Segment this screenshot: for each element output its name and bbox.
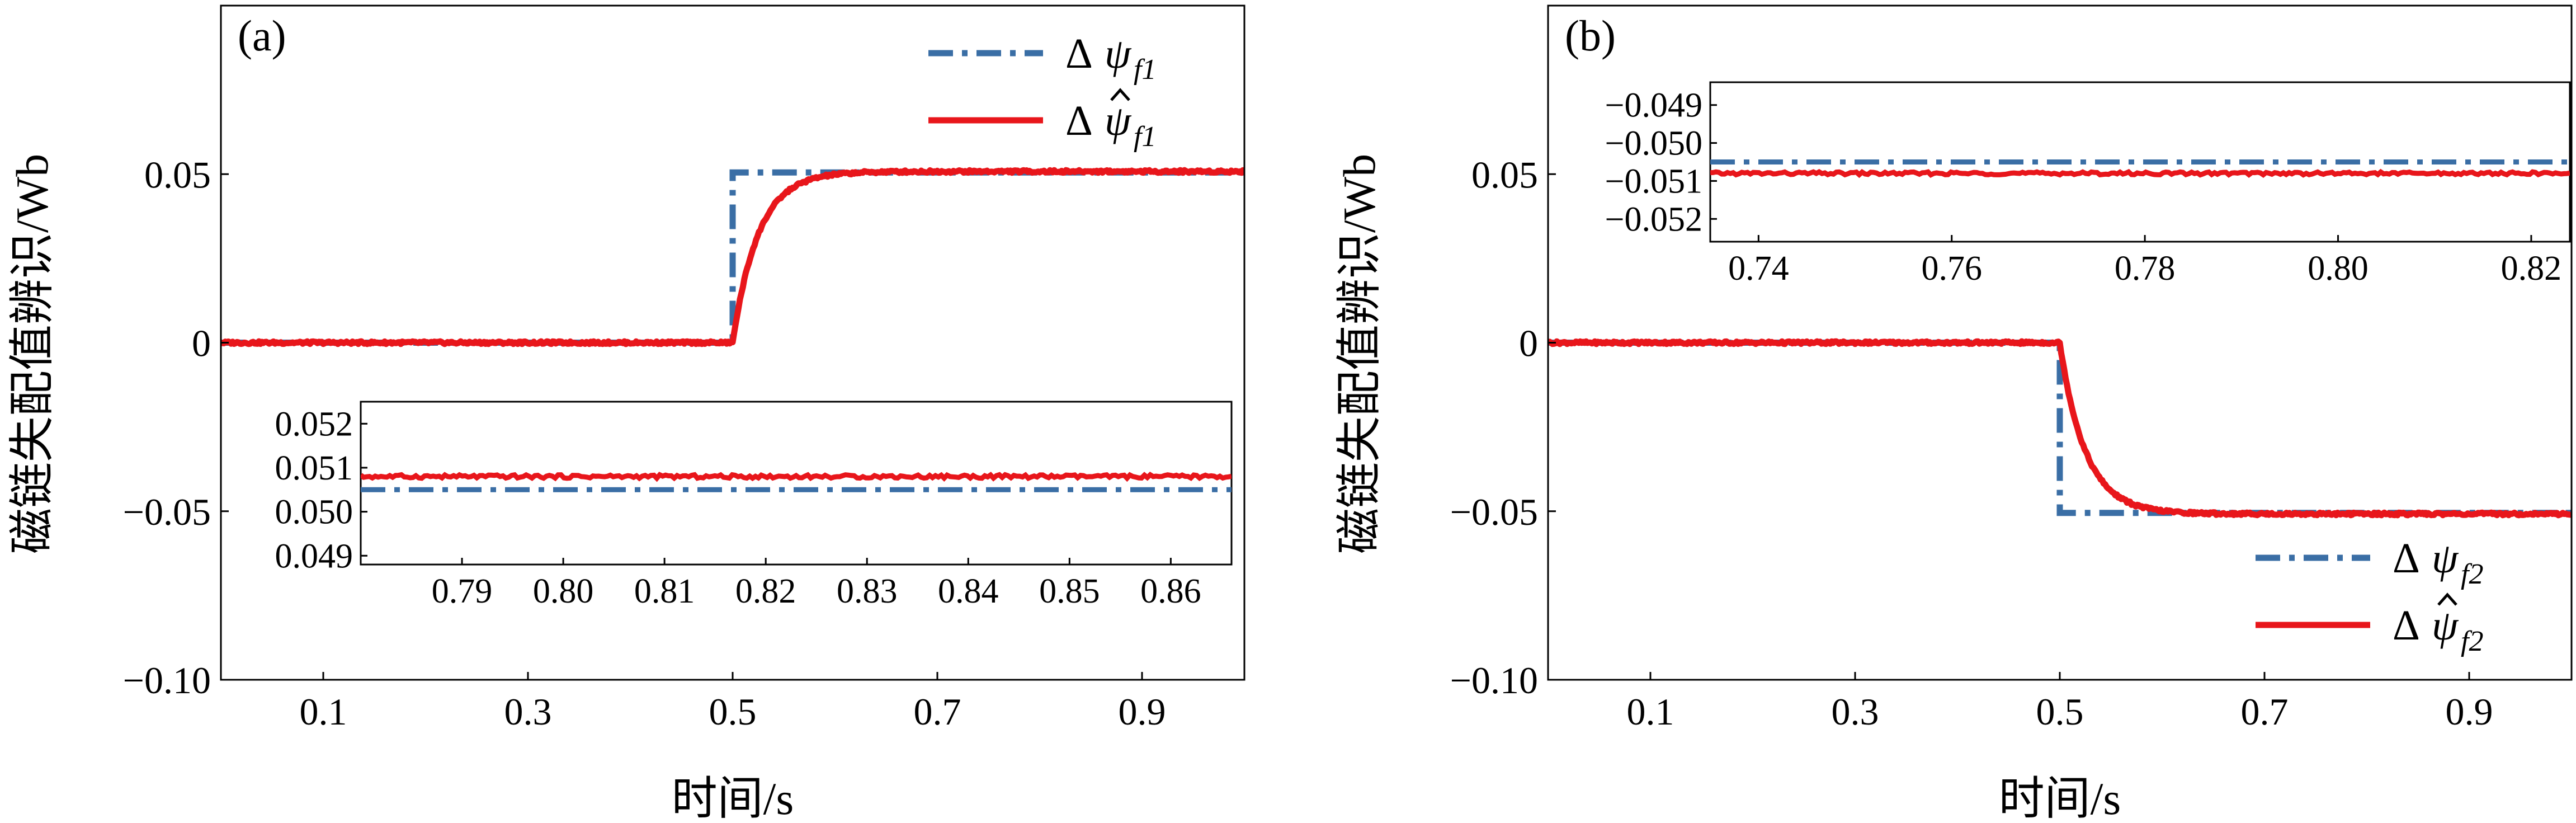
x-tick-label: 0.3 xyxy=(504,690,552,733)
series-line-2 xyxy=(1548,338,2572,519)
inset-series-2 xyxy=(1710,168,2570,178)
x-axis-label: 时间/s xyxy=(1999,773,2121,823)
inset-x-tick-label: 0.80 xyxy=(533,572,594,610)
series-line-2 xyxy=(221,167,1244,347)
x-tick-label: 0.9 xyxy=(1119,690,1166,733)
y-tick-label: 0.05 xyxy=(144,153,211,196)
x-tick-label: 0.9 xyxy=(2446,690,2493,733)
x-tick-label: 0.5 xyxy=(709,690,757,733)
inset-plot xyxy=(1710,159,2570,178)
y-tick-label: 0.05 xyxy=(1471,153,1538,196)
panel-label: (b) xyxy=(1565,11,1616,60)
y-tick-label: 0 xyxy=(192,322,211,365)
legend-symbol: ψ xyxy=(2432,602,2459,649)
inset-plot xyxy=(361,471,1232,492)
legend-subscript: f2 xyxy=(2461,626,2483,657)
x-tick-label: 0.1 xyxy=(1627,690,1674,733)
x-tick-label: 0.5 xyxy=(2036,690,2084,733)
inset-y-tick-label: 0.049 xyxy=(275,537,353,575)
inset-x-tick-label: 0.81 xyxy=(634,572,695,610)
inset-x-tick-label: 0.78 xyxy=(2115,250,2176,288)
series-line-1 xyxy=(1548,340,2572,516)
inset-y-tick-label: −0.051 xyxy=(1605,162,1702,200)
inset-y-tick-label: −0.049 xyxy=(1605,87,1702,125)
y-axis-label: 磁链失配值辨识/Wb xyxy=(1334,154,1385,554)
inset-x-tick-label: 0.85 xyxy=(1039,572,1100,610)
legend-subscript: f1 xyxy=(1134,121,1156,153)
inset-x-tick-label: 0.82 xyxy=(2501,250,2562,288)
legend-symbol: ψ xyxy=(2432,535,2459,582)
legend-symbol: ψ xyxy=(1105,97,1132,144)
legend-delta: Δ xyxy=(2393,602,2420,649)
y-tick-label: −0.05 xyxy=(1450,491,1538,533)
plot-area xyxy=(1548,338,2572,519)
legend-delta: Δ xyxy=(1065,97,1093,144)
inset-x-tick-label: 0.84 xyxy=(938,572,999,610)
inset-frame xyxy=(1709,81,2571,243)
inset-x-tick-label: 0.74 xyxy=(1728,250,1789,288)
legend-subscript: f1 xyxy=(1134,54,1156,86)
legend-delta: Δ xyxy=(1065,30,1093,77)
legend-hat xyxy=(2437,592,2457,606)
y-tick-label: −0.05 xyxy=(123,491,211,533)
inset: 0.79 0.80 0.81 0.82 0.83 0.84 0.85 0.86 0.052 0.0… xyxy=(275,401,1233,610)
y-tick-label: −0.10 xyxy=(1450,659,1538,702)
inset-x-tick-label: 0.82 xyxy=(735,572,796,610)
series-line-1 xyxy=(221,169,1244,346)
panel-b: 0.1 0.3 0.5 0.7 0.9 0.05 0 −0.05 −0.10 时间/s 磁链失配值辨… xyxy=(1334,4,2573,823)
inset-y-tick-label: −0.050 xyxy=(1605,125,1702,163)
y-tick-label: −0.10 xyxy=(123,659,211,702)
x-tick-label: 0.7 xyxy=(2241,690,2289,733)
x-tick-label: 0.7 xyxy=(914,690,961,733)
inset-y-tick-label: −0.052 xyxy=(1605,200,1702,238)
legend-delta: Δ xyxy=(2393,535,2420,582)
inset-x-tick-label: 0.76 xyxy=(1921,250,1982,288)
inset-x-tick-label: 0.86 xyxy=(1140,572,1201,610)
inset-y-tick-label: 0.052 xyxy=(275,405,353,443)
inset-x-tick-label: 0.80 xyxy=(2308,250,2369,288)
y-axis-label: 磁链失配值辨识/Wb xyxy=(7,154,58,554)
x-tick-label: 0.1 xyxy=(300,690,347,733)
x-tick-label: 0.3 xyxy=(1832,690,1879,733)
inset-x-tick-label: 0.79 xyxy=(432,572,493,610)
plot-area xyxy=(221,167,1244,347)
y-tick-label: 0 xyxy=(1519,322,1538,365)
inset: 0.74 0.76 0.78 0.80 0.82 −0.049−0.050−0.051−0… xyxy=(1605,81,2571,288)
legend-hat xyxy=(1110,88,1130,101)
x-axis-label: 时间/s xyxy=(672,773,794,823)
inset-y-tick-label: 0.051 xyxy=(275,449,353,487)
inset-x-tick-label: 0.83 xyxy=(837,572,898,610)
legend-symbol: ψ xyxy=(1105,30,1132,77)
legend-subscript: f2 xyxy=(2461,558,2483,590)
panel-label: (a) xyxy=(238,11,286,60)
inset-y-tick-label: 0.050 xyxy=(275,493,353,532)
inset-series-2 xyxy=(361,471,1232,482)
panel-a: 0.1 0.3 0.5 0.7 0.90.050−0.05−0.10时间/s磁链失配值辨… xyxy=(7,4,1245,823)
inset-frame xyxy=(360,401,1233,566)
